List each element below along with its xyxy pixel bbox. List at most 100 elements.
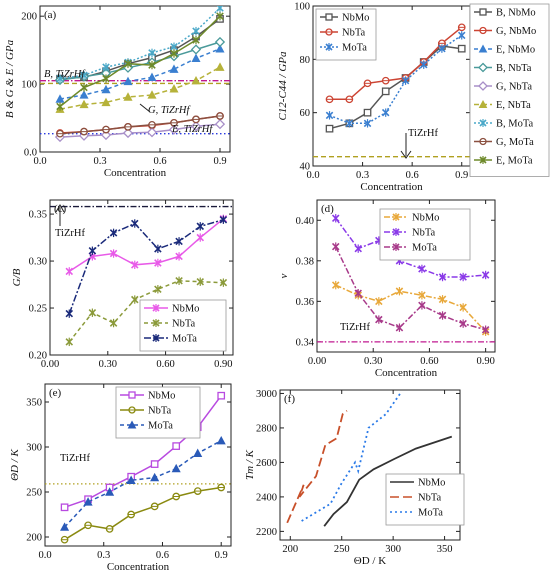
panel-c-series-mota-point: [175, 237, 183, 246]
panel-e-series-nbta-line: [64, 486, 222, 541]
legend-a-label: E, NbMo: [496, 45, 535, 56]
panel-a-series-e-mota-point: [124, 59, 132, 68]
panel-a-series-g-mota-point: [216, 112, 224, 120]
panel-e-ytick-label: 250: [26, 488, 42, 499]
panel-a-series-e-mota-point: [170, 49, 178, 58]
panel-b-ytick-label: 100: [294, 2, 310, 13]
legend-a-label: B, MoTa: [496, 119, 534, 130]
panel-f-ytick-label: 2400: [256, 492, 277, 503]
panel-c-frame: [49, 199, 234, 356]
panel-f-series-nbta-line: [286, 410, 348, 524]
panel-d-series-mota-point: [418, 301, 426, 310]
legend-a-marker: [478, 81, 488, 91]
panel-a-series-e-mota-point: [192, 35, 200, 45]
panel-a-series-b-mota-point: [56, 74, 64, 83]
panel-f-xtick-label: 350: [437, 544, 453, 555]
panel-d-series-group: [331, 214, 490, 336]
panel-e-xtick-label: 0.0: [38, 550, 51, 561]
panel-d-series-nbmo-point: [331, 280, 340, 290]
panel-a-series-e-nbmo-point: [123, 76, 133, 86]
panel-a-series-e-nbmo-point: [191, 53, 201, 62]
panel-e-ytick-label: 200: [26, 533, 42, 544]
panel-a-series-g-mota-point: [80, 127, 88, 136]
panel-d-xtick-label: 0.90: [476, 356, 494, 367]
legend-d-marker: [392, 243, 400, 251]
panel-c-series-nbta-point: [154, 285, 162, 294]
legend-a-marker: [479, 156, 487, 164]
panel-f-ytick-label: 2800: [256, 423, 277, 434]
panel-b-series-mota-point: [325, 111, 334, 120]
panel-b-series-mota-line: [329, 34, 463, 125]
panel-a-ytick-label: 200: [21, 12, 37, 23]
panel-d-ytick-label: 0.40: [296, 216, 314, 227]
panel-e-series-nbmo-point: [60, 503, 69, 512]
panel-c-series-nbmo-point: [109, 249, 118, 258]
panel-e-series-nbmo-point: [172, 442, 181, 450]
panel-e-series-mota-point: [83, 497, 93, 506]
panel-a-series-e-nbta-point: [191, 75, 201, 85]
panel-a-xtick-label: 0.9: [213, 156, 226, 167]
legend-c-marker: [152, 319, 160, 327]
panel-d-series-mota-point: [375, 315, 383, 324]
panel-a-series-e-nbmo-point: [169, 64, 179, 73]
legend-b-marker: [325, 43, 333, 51]
panel-f-series-mota-line: [301, 392, 402, 522]
panel-a-series-b-nbta-point: [214, 36, 226, 48]
panel-c-ytick-label: 0.35: [29, 210, 47, 221]
panel-c-series-mota-point: [130, 219, 139, 228]
panel-e-ytick-label: 300: [26, 443, 42, 454]
legend-e-label: NbMo: [148, 391, 175, 402]
legend-a-label: E, NbTa: [496, 100, 531, 111]
legend-e-marker: [128, 406, 136, 414]
panel-c-anno-arrowhead: [55, 203, 65, 213]
panel-c-series-nbta-point: [65, 337, 74, 347]
panel-a-series-b-mota-point: [102, 62, 110, 72]
panel-d-series-mota-point: [354, 289, 362, 298]
panel-c-ytick-label: 0.25: [29, 304, 47, 315]
panel-d-ylabel: ν: [278, 273, 290, 278]
legend-a-label: B, NbMo: [496, 8, 536, 19]
panel-b-series-mota-point: [438, 44, 446, 53]
panel-d-series-mota-line: [335, 246, 486, 331]
panel-e-series-nbta-point: [127, 510, 135, 519]
panel-e-frame: [44, 383, 232, 547]
panel-f-xlabel: ΘD / K: [354, 555, 386, 567]
panel-d-xtick-label: 0.30: [364, 356, 382, 367]
panel-c-xtick-label: 0.60: [156, 359, 174, 370]
panel-b-xtick-label: 0.3: [356, 170, 369, 181]
panel-c-series-nbta-point: [219, 278, 228, 287]
panel-d-series-mota-point: [395, 323, 404, 332]
panel-a-series-g-nbta-point: [168, 124, 180, 135]
panel-f-frame: [279, 389, 461, 541]
panel-d-frame: [316, 199, 496, 353]
panel-b-series-nbta-point: [457, 23, 466, 32]
panel-a-series-e-nbta-point: [123, 92, 133, 101]
panel-a-series-e-mota-point: [102, 74, 110, 83]
panel-c-anno: TiZrHf: [55, 228, 85, 239]
panel-c-series-mota-point: [109, 228, 118, 238]
panel-e-xtick-label: 0.3: [97, 550, 110, 561]
panel-f-series-group: [286, 392, 453, 527]
panel-a-series-e-nbta-line: [59, 66, 221, 110]
panel-d-xlabel: Concentration: [375, 367, 438, 379]
panel-d-series-nbmo-point: [418, 291, 426, 300]
panel-c-ylabel: G/B: [11, 268, 23, 286]
panel-c-series-nbmo-point: [175, 252, 183, 261]
panel-a-series-e-mota-point: [56, 102, 64, 111]
panel-d-series-nbmo-point: [375, 297, 383, 306]
panel-a-series-e-nbmo-line: [59, 48, 221, 100]
panel-f-ytick-label: 3000: [256, 389, 277, 400]
panel-a-series-g-nbta-point: [190, 121, 202, 132]
panel-d-series-nbmo-line: [335, 284, 487, 333]
panel-d-tag: (d): [321, 203, 334, 215]
panel-e-series-nbta-point: [172, 492, 181, 501]
panel-a-series-g-nbta-point: [122, 127, 134, 139]
panel-a-series-g-mota-point: [124, 123, 132, 131]
panel-a-xtick-label: 0.6: [153, 156, 166, 167]
panel-b-xtick-label: 0.0: [306, 170, 319, 181]
panel-e-xtick-label: 0.9: [215, 550, 228, 561]
panel-b-series-nbmo-point: [457, 44, 466, 53]
panel-c-xtick-label: 0.30: [99, 359, 117, 370]
panel-e-series-nbta-point: [105, 525, 114, 533]
panel-e-series-nbta-point: [217, 483, 226, 492]
